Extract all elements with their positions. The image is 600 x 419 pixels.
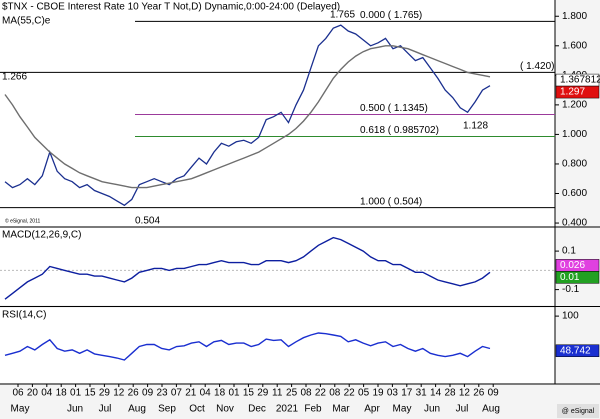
chart-title: $TNX - CBOE Interest Rate 10 Year T Not,… [2,2,340,13]
x-tick-label: 29 [99,388,111,399]
x-tick-label: 25 [286,388,298,399]
series-line [4,332,491,361]
x-tick-label: 01 [70,388,82,399]
x-tick-label: 18 [214,388,226,399]
y-tick-label: 0.1 [562,246,576,257]
x-tick-label: 14 [430,388,442,399]
x-tick-label: 04 [200,388,212,399]
x-tick-label: 29 [257,388,269,399]
month-label: May [393,404,412,415]
x-tick-label: 08 [300,388,312,399]
annotation: 1.765 [330,10,355,21]
x-tick-label: 17 [401,388,413,399]
month-label: May [11,404,30,415]
y-tick-label: 1.600 [562,40,587,51]
annotation: 1.128 [463,121,488,132]
month-label: Jul [99,404,112,415]
level-label: ( 1.420) [520,61,554,72]
month-label: 2021 [276,404,299,415]
value-tag-label: 1.367812 [560,75,600,86]
price-panel [0,0,555,226]
y-tick-label: 0.400 [562,218,587,229]
x-tick-label: 15 [243,388,255,399]
value-tag-label: 48.742 [560,345,591,356]
month-label: Nov [216,404,234,415]
month-label: Aug [128,404,146,415]
month-label: Dec [248,404,266,415]
x-tick-label: 09 [142,388,154,399]
value-tag [555,271,600,284]
month-label: Apr [364,404,380,415]
x-tick-label: 31 [416,388,428,399]
x-tick-label: 04 [41,388,53,399]
y-tick-label: 1.200 [562,100,587,111]
x-tick-label: 22 [315,388,327,399]
panel-title: MACD(12,26,9,C) [2,230,81,241]
x-tick-label: 15 [84,388,96,399]
month-label: Jun [67,404,83,415]
x-tick-label: 07 [171,388,183,399]
credit: @ eSignal [562,408,595,415]
x-tick-label: 26 [473,388,485,399]
y-tick-label: 0.800 [562,159,587,170]
panel-title: RSI(14,C) [2,310,46,321]
x-tick-label: 11 [272,388,283,399]
y-tick-label: 1.000 [562,129,587,140]
x-tick-label: 23 [156,388,168,399]
x-tick-label: 05 [358,388,370,399]
x-tick-label: 19 [372,388,384,399]
credit: © eSignal, 2011 [5,217,41,224]
value-tag [555,344,600,357]
x-tick-label: 22 [344,388,356,399]
x-tick-label: 28 [444,388,456,399]
x-tick-label: 09 [488,388,500,399]
x-tick-label: 03 [387,388,399,399]
value-tag-label: 0.026 [560,260,585,271]
x-tick-label: 12 [113,388,125,399]
annotation: 1.266 [2,72,27,83]
macd-panel [0,228,555,305]
month-label: Jun [424,404,440,415]
month-label: Sep [158,404,176,415]
level-label: 0.500 ( 1.1345) [360,103,428,114]
legend-entry: MA(55,C)e [2,16,51,27]
series-line [4,236,491,300]
month-label: Oct [189,404,205,415]
y-tick-label: 1.800 [562,11,587,22]
value-tag-label: 0.01 [560,272,580,283]
series-line [4,45,491,189]
annotation: 0.504 [135,216,160,227]
x-tick-label: 12 [459,388,471,399]
x-tick-label: 06 [12,388,24,399]
month-label: Mar [332,404,350,415]
y-tick-label: 100 [562,311,579,322]
y-tick-label: 0.600 [562,188,587,199]
value-tag [555,85,600,99]
x-tick-label: 08 [329,388,341,399]
month-label: Jul [456,404,469,415]
level-label: 0.618 ( 0.985702) [360,125,439,136]
x-tick-label: 26 [128,388,140,399]
x-tick-label: 01 [228,388,240,399]
level-label: 1.000 ( 0.504) [360,196,422,207]
x-tick-label: 21 [185,388,197,399]
x-tick-label: 18 [56,388,68,399]
level-label: 0.000 ( 1.765) [360,10,422,21]
series-line [4,24,491,207]
rsi-panel [0,308,555,383]
value-tag-label: 1.297 [560,87,585,98]
credit-box [557,404,599,418]
y-tick-label: -0.1 [562,284,580,295]
x-tick-label: 20 [27,388,39,399]
month-label: Aug [482,404,500,415]
month-label: Feb [304,404,322,415]
